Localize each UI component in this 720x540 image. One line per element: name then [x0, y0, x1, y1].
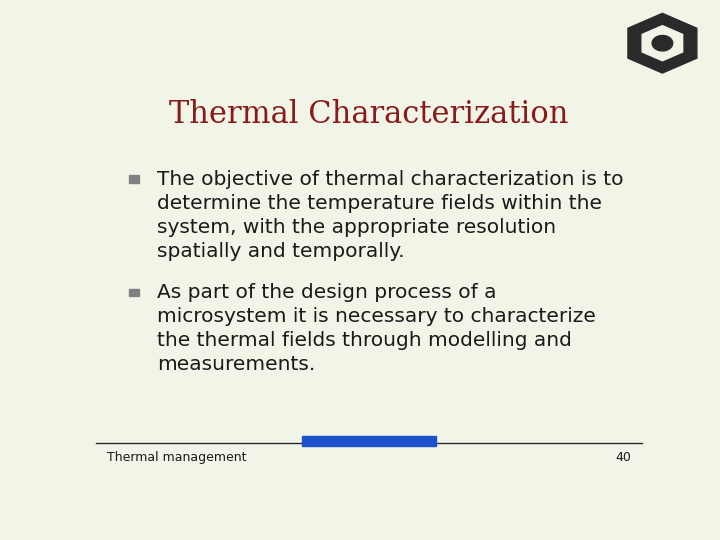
- Text: Thermal management: Thermal management: [107, 451, 246, 464]
- Text: Thermal Characterization: Thermal Characterization: [169, 99, 569, 130]
- Text: As part of the design process of a: As part of the design process of a: [157, 283, 497, 302]
- Bar: [129, 176, 139, 183]
- Bar: [129, 288, 139, 296]
- Text: measurements.: measurements.: [157, 355, 315, 374]
- Text: 40: 40: [616, 451, 631, 464]
- Text: spatially and temporally.: spatially and temporally.: [157, 242, 405, 261]
- Polygon shape: [652, 36, 672, 51]
- Polygon shape: [642, 26, 683, 61]
- Text: microsystem it is necessary to characterize: microsystem it is necessary to character…: [157, 307, 596, 326]
- Polygon shape: [628, 14, 697, 73]
- Text: the thermal fields through modelling and: the thermal fields through modelling and: [157, 331, 572, 350]
- Text: system, with the appropriate resolution: system, with the appropriate resolution: [157, 218, 556, 237]
- Bar: [302, 436, 436, 446]
- Text: determine the temperature fields within the: determine the temperature fields within …: [157, 194, 602, 213]
- Text: The objective of thermal characterization is to: The objective of thermal characterizatio…: [157, 170, 624, 188]
